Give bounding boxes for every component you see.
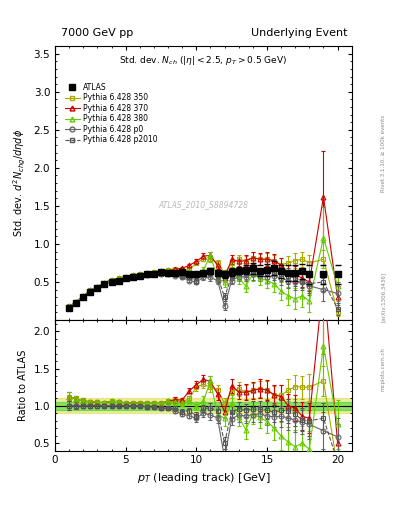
Y-axis label: Std. dev. $d^2N_{chg}/d\eta d\phi$: Std. dev. $d^2N_{chg}/d\eta d\phi$ [12, 129, 28, 237]
Text: Rivet 3.1.10, ≥ 100k events: Rivet 3.1.10, ≥ 100k events [381, 115, 386, 192]
X-axis label: $p_T$ (leading track) [GeV]: $p_T$ (leading track) [GeV] [136, 471, 270, 485]
Text: Std. dev. $N_{ch}$ ($|\eta| < 2.5$, $p_T > 0.5$ GeV): Std. dev. $N_{ch}$ ($|\eta| < 2.5$, $p_T… [119, 54, 287, 67]
Y-axis label: Ratio to ATLAS: Ratio to ATLAS [18, 350, 28, 421]
Text: Underlying Event: Underlying Event [251, 28, 348, 38]
Text: mcplots.cern.ch: mcplots.cern.ch [381, 347, 386, 391]
Text: 7000 GeV pp: 7000 GeV pp [61, 28, 133, 38]
Text: [arXiv:1306.3436]: [arXiv:1306.3436] [381, 272, 386, 322]
Text: ATLAS_2010_S8894728: ATLAS_2010_S8894728 [158, 201, 248, 209]
Legend: ATLAS, Pythia 6.428 350, Pythia 6.428 370, Pythia 6.428 380, Pythia 6.428 p0, Py: ATLAS, Pythia 6.428 350, Pythia 6.428 37… [65, 83, 158, 144]
